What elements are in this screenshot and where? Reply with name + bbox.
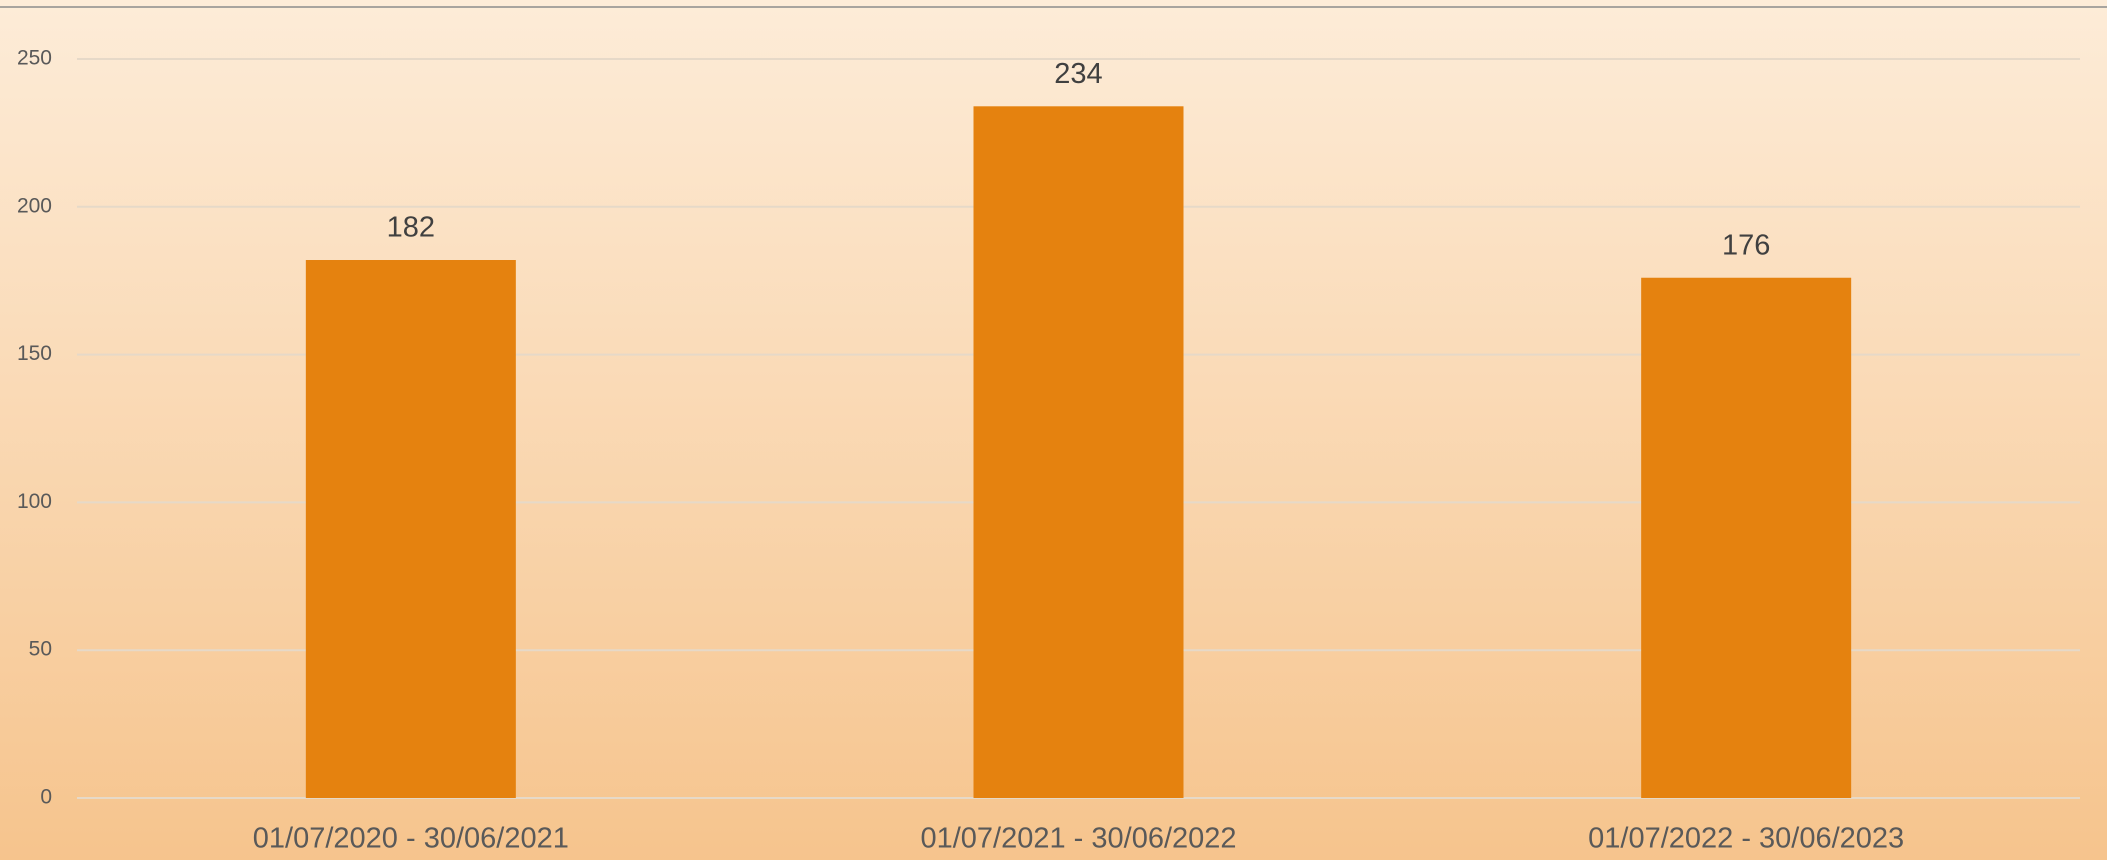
- y-tick-label: 200: [17, 194, 52, 217]
- data-label: 234: [1054, 58, 1102, 90]
- x-tick-label: 01/07/2020 - 30/06/2021: [253, 823, 569, 855]
- data-label: 182: [387, 212, 435, 244]
- y-tick-label: 50: [29, 638, 52, 661]
- bar: [973, 106, 1184, 798]
- bar: [1641, 277, 1852, 798]
- data-label: 176: [1722, 229, 1770, 261]
- x-tick-label: 01/07/2021 - 30/06/2022: [920, 823, 1236, 855]
- y-tick-label: 150: [17, 342, 52, 365]
- x-tick-label: 01/07/2022 - 30/06/2023: [1588, 823, 1904, 855]
- y-tick-label: 250: [17, 47, 52, 70]
- y-tick-label: 100: [17, 490, 52, 513]
- y-tick-label: 0: [40, 786, 52, 809]
- bar: [305, 260, 516, 798]
